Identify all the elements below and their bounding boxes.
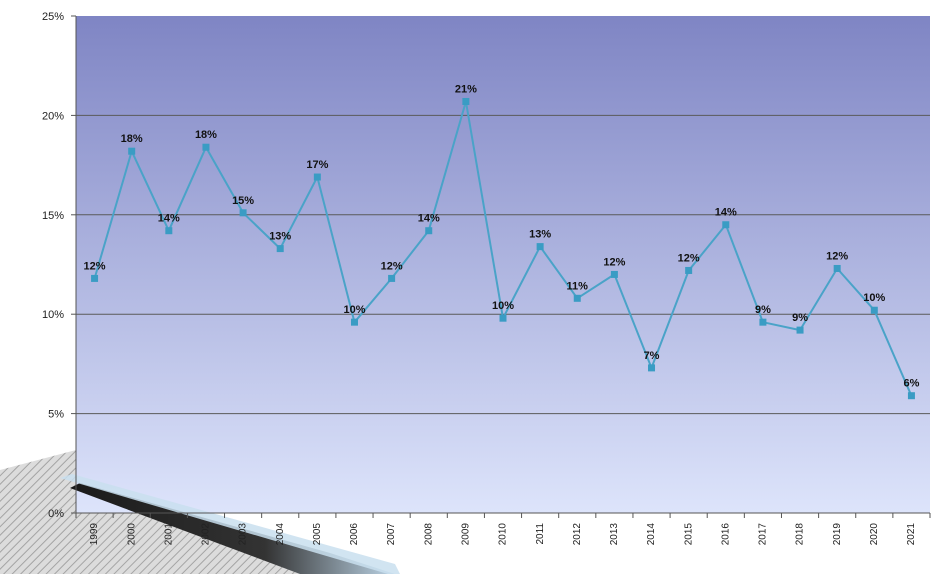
data-label: 14% [715, 207, 737, 219]
x-tick-label: 2020 [869, 523, 880, 546]
data-point [722, 221, 730, 229]
y-axis-tick-labels: 0% 5% 10% 15% 20% 25% [42, 11, 64, 520]
data-label: 12% [84, 260, 106, 272]
plot-background [76, 16, 930, 513]
x-tick-label: 2000 [126, 523, 137, 546]
data-label: 10% [863, 292, 885, 304]
data-label: 7% [644, 350, 660, 362]
y-tick-label: 15% [42, 210, 64, 222]
x-tick-label: 2007 [386, 523, 397, 546]
y-tick-label: 5% [48, 409, 64, 421]
x-tick-label: 2003 [238, 523, 249, 546]
data-labels: 12% 18% 14% 18% 15% 13% 17% 10% 12% 14% 21% 10% 13% 1… [84, 83, 920, 389]
data-point [610, 270, 618, 278]
data-label: 12% [826, 250, 848, 262]
y-tick-label: 25% [42, 11, 64, 23]
data-label: 12% [381, 260, 403, 272]
data-point [91, 274, 99, 282]
x-tick-label: 2018 [795, 523, 806, 546]
x-tick-label: 2010 [498, 523, 509, 546]
data-point [202, 143, 210, 151]
x-tick-label: 2021 [906, 523, 917, 546]
data-label: 21% [455, 83, 477, 95]
data-label: 9% [792, 312, 808, 324]
y-tick-label: 10% [42, 309, 64, 321]
data-point [128, 147, 136, 155]
x-tick-label: 2012 [572, 523, 583, 546]
data-label: 14% [418, 213, 440, 225]
data-point [462, 97, 470, 105]
data-point [425, 227, 433, 235]
data-point [388, 274, 396, 282]
x-tick-label: 2013 [609, 523, 620, 546]
x-tick-label: 2016 [720, 523, 731, 546]
y-tick-label: 20% [42, 110, 64, 122]
x-tick-label: 2009 [461, 523, 472, 546]
data-point [276, 245, 284, 253]
x-tick-label: 2019 [832, 523, 843, 546]
data-point [165, 227, 173, 235]
data-label: 15% [232, 195, 254, 207]
data-point [870, 306, 878, 314]
x-tick-label: 2017 [758, 523, 769, 546]
x-tick-label: 2004 [275, 523, 286, 546]
data-label: 6% [903, 378, 919, 390]
x-tick-label: 2001 [163, 523, 174, 546]
data-label: 9% [755, 304, 771, 316]
series [91, 97, 915, 400]
data-point [573, 294, 581, 302]
data-label: 18% [195, 129, 217, 141]
data-point [499, 314, 507, 322]
x-tick-label: 2015 [683, 523, 694, 546]
data-label: 17% [306, 159, 328, 171]
data-point [796, 326, 804, 334]
x-tick-label: 2005 [312, 523, 323, 546]
data-label: 12% [603, 256, 625, 268]
decorative-ribbon [0, 450, 400, 574]
x-tick-label: 2011 [535, 523, 546, 545]
data-point [313, 173, 321, 181]
data-label: 13% [529, 229, 551, 241]
data-point [536, 243, 544, 251]
data-point [685, 266, 693, 274]
data-label: 12% [678, 252, 700, 264]
data-point [833, 264, 841, 272]
data-label: 10% [492, 300, 514, 312]
gridlines [76, 114, 930, 415]
data-point [350, 318, 358, 326]
data-point [239, 209, 247, 217]
axes [71, 15, 931, 518]
x-axis-tick-labels: 1999 2000 2001 2002 2003 2004 2005 2006 2007 2008… [89, 523, 917, 546]
data-label: 14% [158, 213, 180, 225]
data-point [907, 392, 915, 400]
x-tick-label: 2006 [349, 523, 360, 546]
data-label: 10% [343, 304, 365, 316]
data-label: 11% [567, 280, 589, 292]
data-point [759, 318, 767, 326]
x-tick-label: 2002 [201, 523, 212, 546]
y-tick-label: 0% [48, 508, 64, 520]
x-tick-label: 1999 [89, 523, 100, 546]
data-label: 13% [269, 231, 291, 243]
data-point [648, 364, 656, 372]
x-tick-label: 2014 [646, 523, 657, 546]
x-tick-label: 2008 [423, 523, 434, 546]
data-label: 18% [121, 133, 143, 145]
